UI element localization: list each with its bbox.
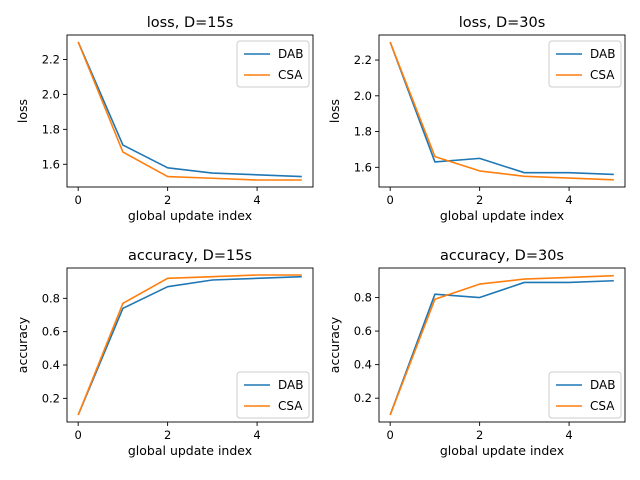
chart-title: accuracy, D=30s: [440, 248, 564, 264]
x-tick-label: 0: [387, 428, 394, 442]
subplot-1: 0 2 4 1.6 1.8 2.0 2.2 loss, D=30s global update …: [327, 15, 626, 223]
chart-title: loss, D=15s: [147, 15, 234, 31]
legend-label: DAB: [590, 378, 615, 392]
x-tick-label: 2: [164, 193, 171, 207]
x-tick-label: 0: [75, 193, 82, 207]
series-line-dab: [389, 41, 614, 176]
axes-frame: [378, 267, 626, 423]
x-tick-label: 2: [476, 193, 483, 207]
x-axis-label: global update index: [128, 443, 252, 458]
axes-frame: [378, 34, 626, 188]
y-tick-label: 1.8: [354, 125, 372, 139]
series-line-csa: [77, 274, 302, 416]
y-tick-label: 2.0: [354, 89, 372, 103]
x-axis-label: global update index: [440, 208, 564, 223]
y-axis-label: loss: [15, 99, 30, 123]
y-tick-label: 0.2: [42, 391, 60, 405]
y-tick-label: 2.2: [42, 52, 60, 66]
y-tick-label: 0.6: [354, 324, 372, 338]
y-tick-label: 0.4: [354, 358, 372, 372]
axes-frame: [66, 267, 314, 423]
legend-label: DAB: [278, 47, 303, 61]
chart-title: loss, D=30s: [459, 15, 546, 31]
legend-label: CSA: [590, 399, 615, 413]
series-line-csa: [77, 41, 302, 181]
x-tick-label: 2: [476, 428, 483, 442]
y-tick-label: 0.2: [354, 391, 372, 405]
y-tick-label: 0.8: [42, 291, 60, 305]
x-axis-label: global update index: [128, 208, 252, 223]
y-tick-label: 2.0: [42, 87, 60, 101]
x-axis-label: global update index: [440, 443, 564, 458]
series-line-dab: [77, 41, 302, 178]
subplot-3: 0 2 4 0.2 0.4 0.6 0.8 accuracy, D=30s global upd…: [327, 248, 626, 458]
y-tick-label: 1.8: [42, 122, 60, 136]
legend-label: DAB: [590, 47, 615, 61]
y-axis-label: loss: [327, 99, 342, 123]
legend-label: CSA: [590, 68, 615, 82]
x-tick-label: 4: [565, 193, 572, 207]
legend-label: CSA: [278, 399, 303, 413]
y-tick-label: 2.2: [354, 53, 372, 67]
chart-title: accuracy, D=15s: [128, 248, 252, 264]
y-axis-label: accuracy: [327, 316, 342, 373]
subplot-0: 0 2 4 1.6 1.8 2.0 2.2 loss, D=15s global update …: [15, 15, 314, 223]
y-axis-label: accuracy: [15, 316, 30, 373]
y-tick-label: 1.6: [354, 160, 372, 174]
x-tick-label: 0: [387, 193, 394, 207]
x-tick-label: 4: [253, 428, 260, 442]
x-tick-label: 4: [253, 193, 260, 207]
x-tick-label: 2: [164, 428, 171, 442]
axes-frame: [66, 34, 314, 188]
legend-label: DAB: [278, 378, 303, 392]
series-line-csa: [389, 274, 614, 416]
x-tick-label: 4: [565, 428, 572, 442]
y-tick-label: 0.4: [42, 358, 60, 372]
y-tick-label: 0.8: [354, 291, 372, 305]
y-tick-label: 1.6: [42, 157, 60, 171]
y-tick-label: 0.6: [42, 325, 60, 339]
x-tick-label: 0: [75, 428, 82, 442]
series-line-dab: [77, 275, 302, 416]
subplot-2: 0 2 4 0.2 0.4 0.6 0.8 accuracy, D=15s global upd…: [15, 248, 314, 458]
legend-label: CSA: [278, 68, 303, 82]
series-line-csa: [389, 41, 614, 181]
series-line-dab: [389, 279, 614, 416]
